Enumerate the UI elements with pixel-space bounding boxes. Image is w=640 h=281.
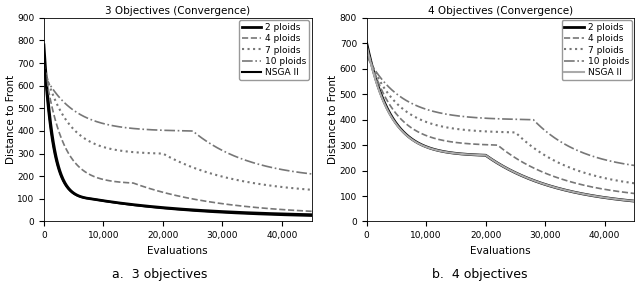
Text: b.  4 objectives: b. 4 objectives bbox=[432, 268, 528, 281]
Text: a.  3 objectives: a. 3 objectives bbox=[112, 268, 208, 281]
Title: 3 Objectives (Convergence): 3 Objectives (Convergence) bbox=[105, 6, 250, 15]
Legend: 2 ploids, 4 ploids, 7 ploids, 10 ploids, NSGA II: 2 ploids, 4 ploids, 7 ploids, 10 ploids,… bbox=[239, 21, 309, 80]
X-axis label: Evaluations: Evaluations bbox=[470, 246, 531, 256]
Y-axis label: Distance to Front: Distance to Front bbox=[328, 75, 339, 164]
Y-axis label: Distance to Front: Distance to Front bbox=[6, 75, 15, 164]
X-axis label: Evaluations: Evaluations bbox=[147, 246, 208, 256]
Title: 4 Objectives (Convergence): 4 Objectives (Convergence) bbox=[428, 6, 573, 15]
Legend: 2 ploids, 4 ploids, 7 ploids, 10 ploids, NSGA II: 2 ploids, 4 ploids, 7 ploids, 10 ploids,… bbox=[561, 21, 632, 80]
